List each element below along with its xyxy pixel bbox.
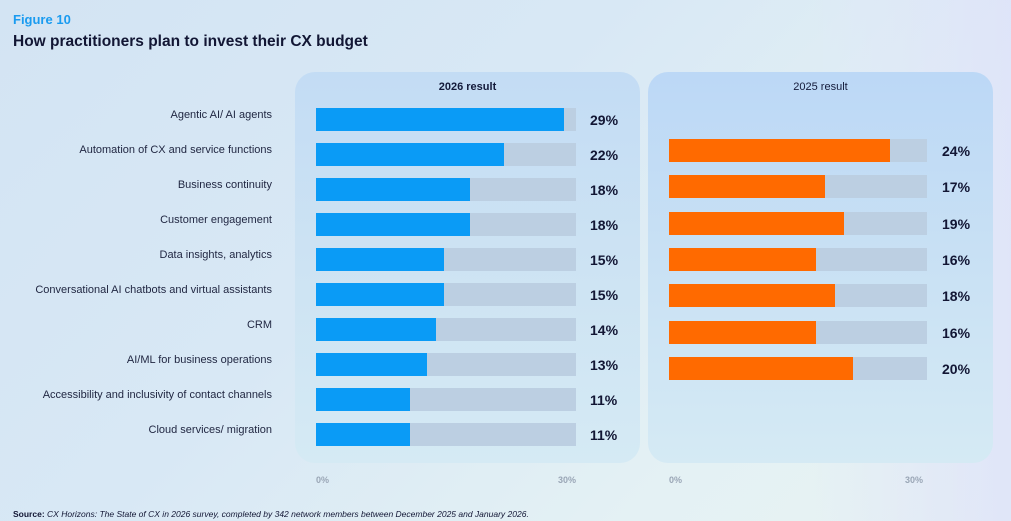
data-label: 16% [942,251,971,268]
bar-track [669,356,927,380]
bar-2025-7 [669,356,854,380]
data-label: 18% [590,182,619,198]
bar-track [669,284,927,308]
figure-label: Figure 10 [13,12,71,27]
tick-2026-min: 0% [316,475,330,485]
bar-track [669,247,927,271]
bar-track [316,423,576,446]
source-label: Source: [13,509,45,519]
category-label: Conversational AI chatbots and virtual a… [35,284,272,296]
bar-2026-3 [316,213,470,236]
data-label: 16% [942,324,971,341]
source-text: CX Horizons: The State of CX in 2026 sur… [47,509,529,519]
bar-track [316,108,576,131]
source-note: Source: CX Horizons: The State of CX in … [13,509,529,519]
bar-2025-1 [669,139,890,162]
tick-2025-min: 0% [669,475,683,485]
data-label: 19% [942,215,971,232]
bar-2025-6 [669,320,817,344]
tick-2025-max: 30% [905,475,924,485]
bar-track [316,353,576,376]
category-label: Accessibility and inclusivity of contact… [42,389,272,401]
category-label: Business continuity [177,179,272,191]
bar-track [669,139,927,162]
bar-track [316,143,576,166]
bar-2026-8 [316,388,410,411]
bar-2026-4 [316,248,445,271]
bar-track [316,178,576,201]
bar-2026-7 [316,353,427,376]
bar-track [316,388,576,411]
bar-2026-6 [316,318,436,341]
data-label: 29% [590,112,619,128]
bar-track [669,320,927,344]
bar-track [669,175,927,199]
category-label: Customer engagement [160,214,272,226]
data-label: 22% [590,147,619,163]
bar-2026-9 [316,423,410,446]
bar-track [669,211,927,235]
category-label: Data insights, analytics [159,249,273,261]
bar-2025-3 [669,211,844,235]
category-label: Agentic AI/ AI agents [170,109,272,121]
category-label: CRM [246,319,272,331]
panel-title-2026: 2026 result [438,81,497,93]
data-label: 11% [590,427,618,443]
category-label: Cloud services/ migration [148,424,273,436]
data-label: 20% [942,360,971,377]
data-label: 18% [590,217,619,233]
data-label: 18% [942,288,971,305]
bar-track [316,213,576,236]
data-label: 15% [590,252,619,268]
bar-track [316,248,576,271]
category-label: Automation of CX and service functions [79,144,272,156]
bar-2026-1 [316,143,504,166]
bar-2025-2 [669,175,826,199]
bar-2025-4 [669,247,817,271]
category-label: AI/ML for business operations [126,354,272,366]
bar-2026-0 [316,108,564,131]
data-label: 13% [590,357,619,373]
bar-2026-2 [316,178,470,201]
data-label: 15% [590,287,619,303]
data-label: 17% [942,179,971,196]
data-label: 24% [942,143,971,159]
bar-track [316,283,576,306]
data-label: 14% [590,322,619,338]
bar-2026-5 [316,283,445,306]
data-label: 11% [590,392,618,408]
bar-track [316,318,576,341]
bar-2025-5 [669,284,835,308]
chart-title: How practitioners plan to invest their C… [13,33,368,50]
tick-2026-max: 30% [558,475,577,485]
panel-title-2025: 2025 result [793,81,848,93]
